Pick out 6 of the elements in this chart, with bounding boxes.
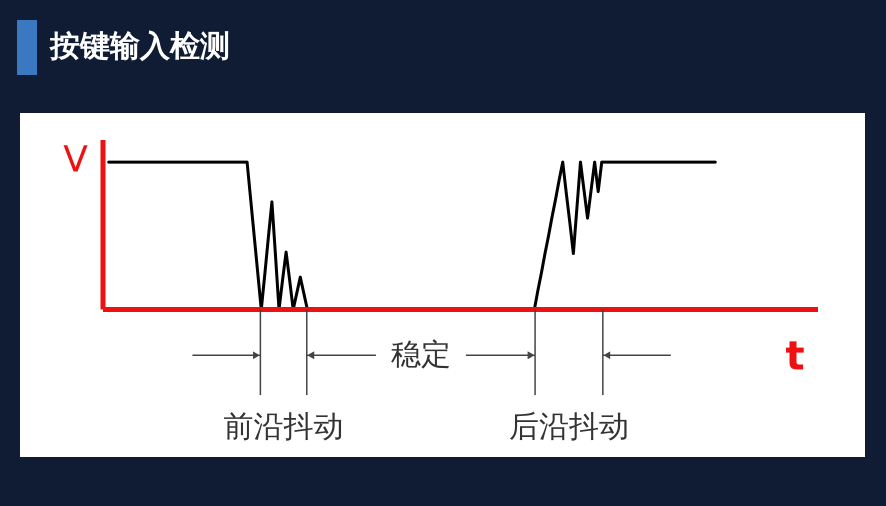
text: 前沿抖动 [224,410,344,445]
y-axis-title: V [63,140,88,180]
chart-title: 按键输入检测 [50,28,230,66]
x-axis-title: t [786,334,805,380]
text: 后沿抖动 [508,410,629,445]
text: 稳定 [390,337,451,372]
